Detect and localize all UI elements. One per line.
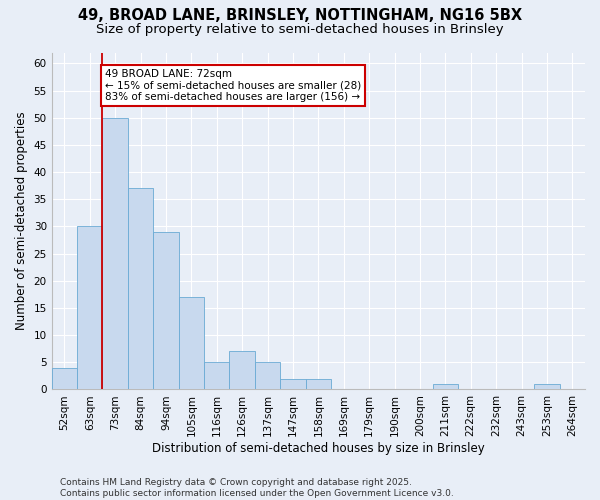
Bar	[153, 232, 179, 390]
Text: Contains HM Land Registry data © Crown copyright and database right 2025.
Contai: Contains HM Land Registry data © Crown c…	[60, 478, 454, 498]
Text: 49 BROAD LANE: 72sqm
← 15% of semi-detached houses are smaller (28)
83% of semi-: 49 BROAD LANE: 72sqm ← 15% of semi-detac…	[105, 69, 361, 102]
Bar	[255, 362, 280, 390]
Bar	[229, 352, 255, 390]
Y-axis label: Number of semi-detached properties: Number of semi-detached properties	[15, 112, 28, 330]
Bar	[204, 362, 229, 390]
Bar	[103, 118, 128, 390]
Bar	[128, 188, 153, 390]
Bar	[179, 297, 204, 390]
Text: Size of property relative to semi-detached houses in Brinsley: Size of property relative to semi-detach…	[96, 22, 504, 36]
Bar	[534, 384, 560, 390]
Bar	[305, 378, 331, 390]
Bar	[280, 378, 305, 390]
Bar	[77, 226, 103, 390]
Bar	[52, 368, 77, 390]
Bar	[433, 384, 458, 390]
Text: 49, BROAD LANE, BRINSLEY, NOTTINGHAM, NG16 5BX: 49, BROAD LANE, BRINSLEY, NOTTINGHAM, NG…	[78, 8, 522, 22]
X-axis label: Distribution of semi-detached houses by size in Brinsley: Distribution of semi-detached houses by …	[152, 442, 485, 455]
